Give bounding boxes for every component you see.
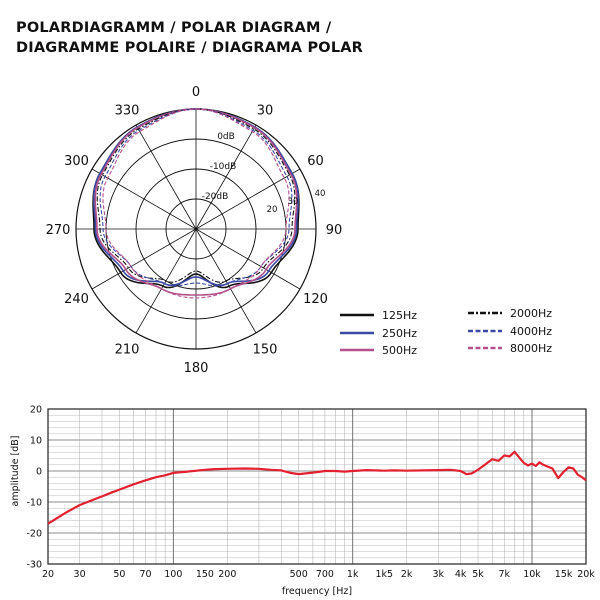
legend-label-125Hz: 125Hz bbox=[382, 309, 417, 322]
x-tick-label: 3k bbox=[432, 569, 444, 580]
y-tick-label: 0 bbox=[36, 467, 42, 478]
y-tick-label: 20 bbox=[30, 405, 42, 416]
polar-ring-label: 20 bbox=[267, 205, 278, 215]
x-tick-label: 7k bbox=[498, 569, 510, 580]
polar-spoke bbox=[195, 228, 301, 290]
chart-title-line1: POLARDIAGRAMM / POLAR DIAGRAM / bbox=[16, 20, 332, 36]
polar-angle-label: 180 bbox=[184, 361, 209, 376]
legend-label-2000Hz: 2000Hz bbox=[510, 307, 552, 320]
polar-angle-label: 300 bbox=[64, 154, 89, 169]
legend-label-4000Hz: 4000Hz bbox=[510, 325, 552, 338]
x-tick-label: 150 bbox=[196, 569, 214, 580]
polar-angle-label: 90 bbox=[326, 223, 343, 238]
x-tick-label: 30 bbox=[74, 569, 86, 580]
x-tick-label: 100 bbox=[164, 569, 182, 580]
polar-ring-label: 0dB bbox=[217, 132, 235, 142]
y-tick-label: -30 bbox=[26, 560, 42, 571]
x-tick-label: 1k5 bbox=[375, 569, 393, 580]
frequency-response-line bbox=[47, 450, 587, 525]
polar-series-4000Hz bbox=[99, 108, 293, 287]
polar-labels: 0 30 60 90 120 150 180 210 240 270 300 330 0dB -10dB -… bbox=[46, 85, 343, 376]
y-tick-label: -20 bbox=[26, 529, 42, 540]
x-tick-label: 10k bbox=[523, 569, 541, 580]
polar-angle-label: 210 bbox=[115, 343, 140, 358]
polar-curves bbox=[92, 108, 300, 299]
polar-series-500Hz bbox=[94, 108, 298, 296]
polar-spoke bbox=[195, 168, 301, 230]
x-tick-label: 700 bbox=[316, 569, 334, 580]
polar-angle-label: 0 bbox=[192, 85, 200, 100]
x-tick-label: 15k bbox=[555, 569, 573, 580]
polar-angle-label: 60 bbox=[307, 154, 324, 169]
polar-series-250Hz bbox=[92, 108, 300, 287]
x-tick-label: 50 bbox=[113, 569, 125, 580]
y-axis-label: amplitude [dB] bbox=[10, 436, 21, 507]
polar-angle-label: 120 bbox=[303, 292, 328, 307]
x-tick-label: 4k bbox=[455, 569, 467, 580]
x-tick-label: 2k bbox=[401, 569, 413, 580]
x-axis-label: frequency [Hz] bbox=[282, 586, 352, 597]
x-tick-label: 70 bbox=[140, 569, 152, 580]
y-tick-label: -10 bbox=[26, 498, 42, 509]
polar-spoke bbox=[91, 228, 197, 290]
plot-frame bbox=[47, 408, 587, 565]
polar-ring-label: -10dB bbox=[210, 162, 237, 172]
polar-spoke bbox=[195, 124, 257, 230]
polar-angle-label: 30 bbox=[257, 103, 274, 118]
x-tick-label: 20 bbox=[42, 569, 54, 580]
polar-ring-label: 30 bbox=[288, 197, 299, 207]
x-tick-label: 5k bbox=[472, 569, 484, 580]
polar-angle-label: 240 bbox=[64, 292, 89, 307]
polar-angle-label: 330 bbox=[115, 103, 140, 118]
polar-series-8000Hz bbox=[102, 108, 290, 299]
x-tick-label: 500 bbox=[290, 569, 308, 580]
legend-label-250Hz: 250Hz bbox=[382, 327, 417, 340]
frequency-tick-labels: 20 30 50 70 100 150 200 500 700 1k 1k5 2k 3k 4k 5k 7k 10… bbox=[26, 405, 595, 581]
polar-angle-label: 270 bbox=[46, 223, 71, 238]
chart-title-line2: DIAGRAMME POLAIRE / DIAGRAMA POLAR bbox=[16, 40, 364, 56]
polar-legend: 125Hz 250Hz 500Hz 2000Hz 4000Hz 8000Hz bbox=[340, 307, 552, 357]
legend-label-500Hz: 500Hz bbox=[382, 344, 417, 357]
polar-spoke bbox=[91, 168, 197, 230]
x-tick-label: 1k bbox=[347, 569, 359, 580]
polar-ring-label: 40 bbox=[315, 189, 326, 199]
polar-angle-label: 150 bbox=[253, 343, 278, 358]
x-tick-label: 200 bbox=[218, 569, 236, 580]
legend-label-8000Hz: 8000Hz bbox=[510, 342, 552, 355]
frequency-curve bbox=[47, 450, 587, 525]
polar-ring-label: -20dB bbox=[202, 192, 229, 202]
y-tick-label: 10 bbox=[30, 436, 42, 447]
x-tick-label: 20k bbox=[577, 569, 595, 580]
polar-spoke bbox=[135, 124, 197, 230]
frequency-grid bbox=[47, 408, 587, 565]
